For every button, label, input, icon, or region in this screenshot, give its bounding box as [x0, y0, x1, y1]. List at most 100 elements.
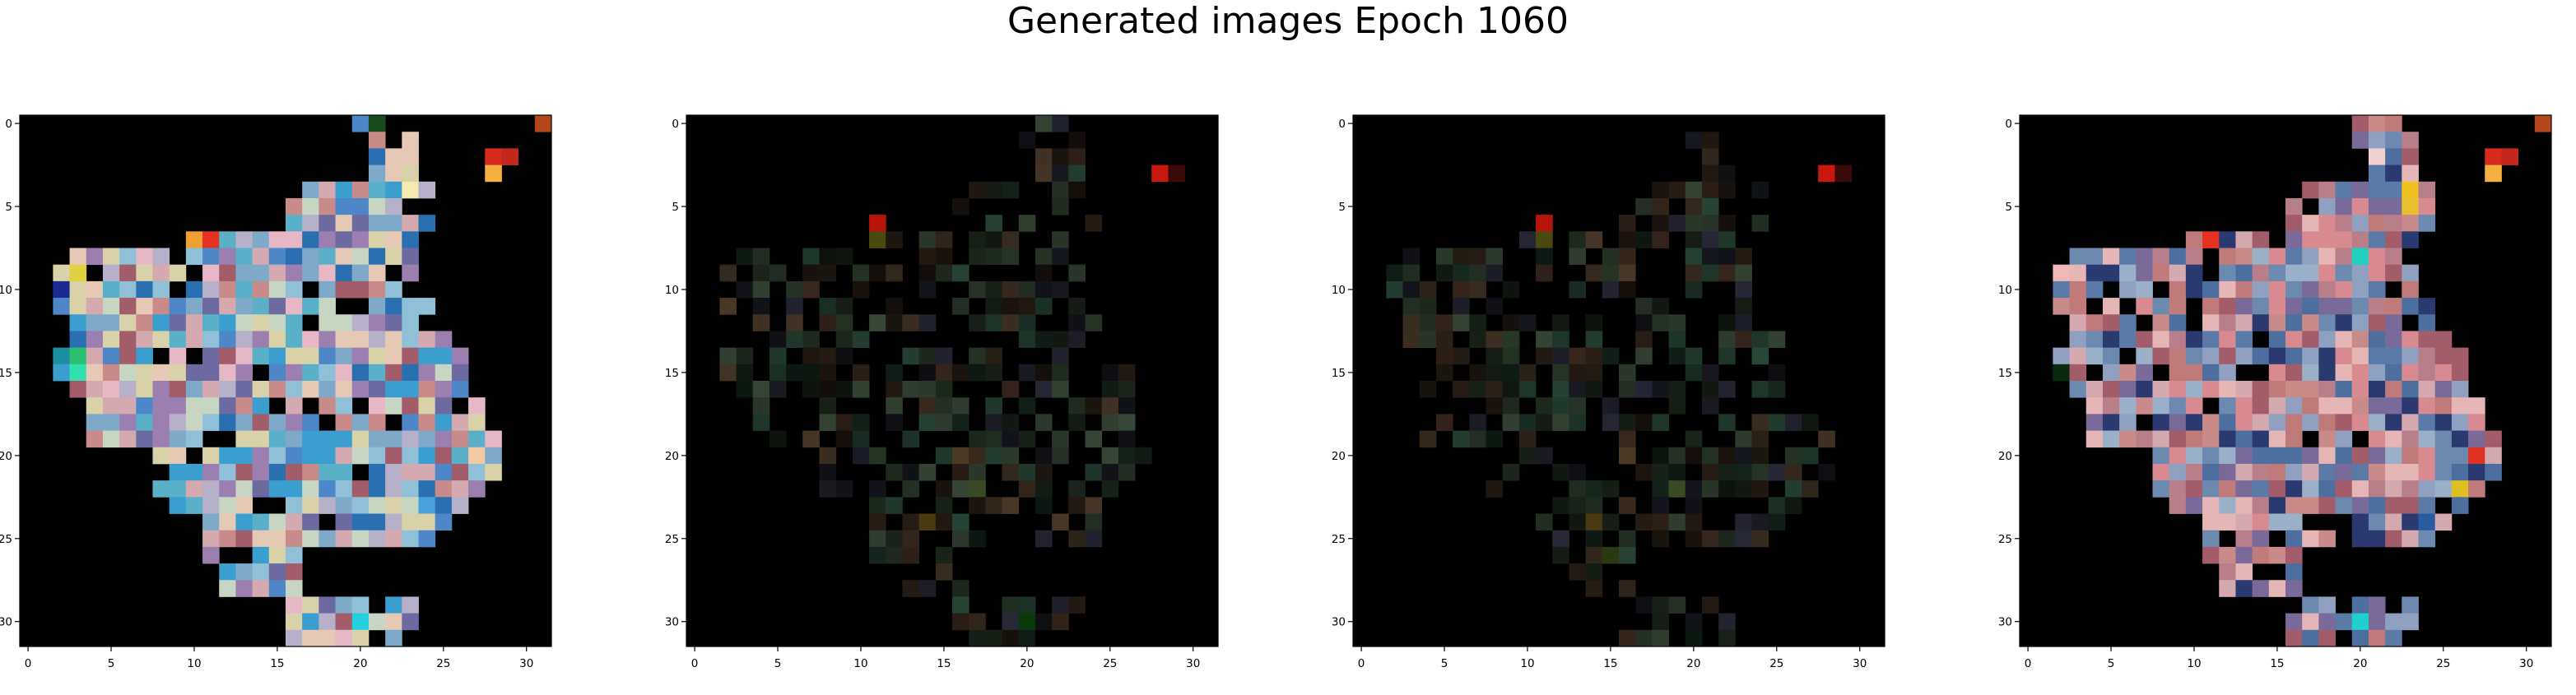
- heatmap-cell: [2385, 197, 2402, 215]
- heatmap-cell: [402, 314, 419, 331]
- heatmap-cell: [185, 414, 203, 431]
- heatmap-cell: [335, 181, 353, 199]
- heatmap-cell: [2235, 381, 2253, 398]
- heatmap-cell: [235, 314, 253, 331]
- heatmap-cell: [2385, 181, 2402, 199]
- heatmap-cell: [136, 331, 153, 349]
- heatmap-cell: [2368, 298, 2386, 315]
- heatmap-cell: [1602, 248, 1620, 266]
- heatmap-cell: [385, 197, 402, 215]
- heatmap-cell: [2202, 530, 2220, 548]
- heatmap-cell: [1453, 264, 1470, 282]
- heatmap-cell: [119, 347, 137, 365]
- heatmap-cell: [1002, 314, 1020, 331]
- heatmap-cell: [2252, 280, 2270, 299]
- heatmap-cell: [1652, 596, 1669, 614]
- heatmap-cell: [802, 280, 820, 299]
- heatmap-cell: [1585, 331, 1603, 349]
- heatmap-cell: [385, 397, 402, 415]
- heatmap-cell: [2169, 447, 2187, 465]
- heatmap-cell: [1052, 381, 1069, 398]
- heatmap-cell: [969, 530, 986, 548]
- heatmap-cell: [869, 231, 886, 248]
- heatmap-cell: [952, 513, 969, 531]
- heatmap-cell: [1435, 248, 1453, 266]
- heatmap-cell: [2202, 314, 2220, 331]
- heatmap-cell: [2335, 197, 2353, 215]
- heatmap-cell: [2302, 298, 2319, 315]
- heatmap-cell: [952, 364, 969, 382]
- heatmap-cell: [286, 546, 303, 564]
- heatmap-cell: [2102, 364, 2120, 382]
- heatmap-cell: [468, 414, 486, 431]
- heatmap-cell: [2268, 280, 2286, 299]
- heatmap-cell: [1018, 596, 1036, 614]
- heatmap-cell: [886, 397, 903, 415]
- heatmap-cell: [2335, 298, 2353, 315]
- heatmap-cell: [1685, 215, 1703, 232]
- heatmap-cell: [1118, 397, 1136, 415]
- heatmap-cell: [1768, 463, 1786, 481]
- heatmap-cell: [402, 430, 419, 448]
- heatmap-cell: [769, 430, 787, 448]
- heatmap-cell: [2368, 197, 2386, 215]
- heatmap-cell: [2418, 497, 2436, 514]
- heatmap-cell: [2235, 563, 2253, 581]
- heatmap-cell: [319, 613, 336, 631]
- heatmap-cell: [1834, 164, 1853, 183]
- heatmap-cell: [2152, 463, 2170, 481]
- heatmap-cell: [1035, 264, 1053, 282]
- heatmap-cell: [335, 430, 353, 448]
- heatmap-cell: [219, 513, 236, 531]
- heatmap-cell: [2402, 414, 2419, 431]
- heatmap-cell: [952, 414, 969, 431]
- heatmap-cell: [202, 530, 220, 548]
- heatmap-cell: [402, 215, 419, 232]
- heatmap-cell: [1502, 314, 1520, 331]
- heatmap-cell: [1068, 530, 1086, 548]
- heatmap-cell: [235, 248, 253, 266]
- heatmap-cell: [2085, 397, 2104, 415]
- heatmap-cell: [869, 215, 886, 232]
- heatmap-cell: [152, 298, 170, 315]
- heatmap-cell: [1602, 414, 1620, 431]
- heatmap-cell: [736, 364, 754, 382]
- heatmap-cell: [202, 414, 220, 431]
- heatmap-cell: [2434, 480, 2453, 498]
- heatmap-cell: [2202, 231, 2220, 248]
- heatmap-cell: [2119, 430, 2137, 448]
- heatmap-cell: [268, 264, 286, 282]
- heatmap-cell: [1552, 364, 1569, 382]
- heatmap-cell: [1552, 546, 1569, 564]
- heatmap-cell: [952, 530, 969, 548]
- heatmap-cell: [1552, 314, 1569, 331]
- heatmap-cell: [2252, 231, 2270, 248]
- heatmap-cell: [1685, 447, 1703, 465]
- heatmap-cell: [1035, 248, 1053, 266]
- heatmap-cell: [835, 480, 853, 498]
- heatmap-cell: [2169, 280, 2187, 299]
- heatmap-cell: [2136, 364, 2153, 382]
- heatmap-cell: [451, 381, 469, 398]
- heatmap-cell: [2252, 414, 2270, 431]
- heatmap-cell: [252, 280, 270, 299]
- heatmap-cell: [2434, 347, 2453, 365]
- heatmap-cell: [902, 530, 920, 548]
- heatmap-cell: [819, 298, 837, 315]
- heatmap-cell: [2368, 513, 2386, 531]
- heatmap-cell: [2102, 347, 2120, 365]
- x-tick-label: 10: [187, 657, 201, 670]
- heatmap-cell: [2235, 463, 2253, 481]
- heatmap-cell: [2302, 447, 2319, 465]
- heatmap-cell: [2418, 331, 2436, 349]
- heatmap-cell: [2152, 480, 2170, 498]
- heatmap-cell: [202, 447, 220, 465]
- x-tick-label: 5: [108, 657, 115, 670]
- heatmap-cell: [1602, 280, 1620, 299]
- heatmap-cell: [385, 331, 402, 349]
- heatmap-cell: [2185, 463, 2203, 481]
- heatmap-cell: [319, 480, 336, 498]
- heatmap-cell: [102, 381, 120, 398]
- heatmap-cell: [2451, 497, 2469, 514]
- heatmap-cell: [335, 596, 353, 614]
